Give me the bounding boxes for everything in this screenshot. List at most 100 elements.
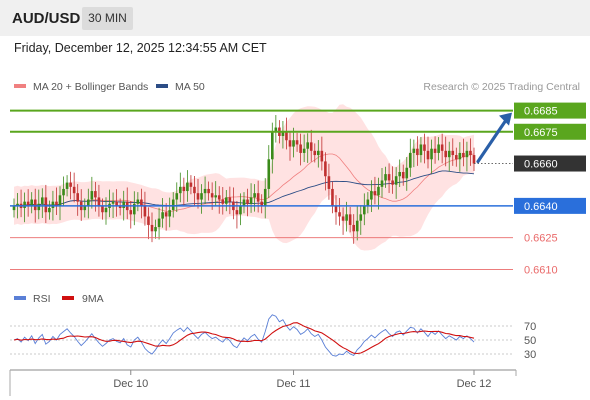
candle-body (394, 176, 398, 185)
support-label: 0.6640 (524, 201, 558, 213)
x-axis: Dec 10 Dec 11 Dec 12 (9, 369, 517, 396)
candle-body (313, 150, 317, 156)
rsi-panel: 70 50 30 (10, 314, 536, 361)
candle-body (76, 193, 79, 202)
candle-body (444, 150, 447, 158)
candle-body (182, 186, 186, 192)
candle-body (111, 201, 115, 204)
candle-body (26, 201, 30, 206)
candle-body (451, 150, 455, 156)
candle-body (274, 127, 278, 132)
candle-body (373, 191, 377, 196)
candle-body (239, 205, 242, 215)
candle-body (320, 150, 324, 162)
candle-body (465, 150, 469, 158)
rsi-ma-legend-swatch (62, 296, 74, 300)
candle-body (469, 150, 472, 156)
candle-body (317, 150, 320, 156)
candle-body (327, 176, 331, 189)
candle-body (299, 144, 302, 153)
candle-body (384, 174, 387, 181)
candle-body (221, 199, 225, 204)
bollinger-band-fill (14, 104, 474, 251)
current-price-label-box (514, 155, 586, 172)
candle-body (401, 172, 405, 179)
candle-body (157, 218, 161, 228)
support-label-box (514, 197, 586, 214)
candle-body (90, 191, 94, 200)
chart-header: AUD/USD 30 MIN (0, 0, 590, 36)
candle-body (338, 212, 341, 217)
price-panel (12, 104, 476, 251)
candle-body (409, 152, 412, 168)
candle-body (352, 224, 355, 232)
candle-body (41, 197, 44, 204)
candle-body (359, 214, 363, 221)
candle-body (186, 182, 189, 192)
candle-body (253, 193, 256, 198)
candle-body (235, 210, 239, 215)
timeframe-button[interactable]: 30 MIN (82, 7, 133, 30)
candle-body (306, 142, 309, 149)
candle-body (175, 193, 179, 200)
candle-body (72, 186, 76, 194)
rsi-tick-label: 50 (524, 335, 536, 347)
candle-body (140, 199, 143, 206)
symbol-title: AUD/USD (12, 10, 81, 27)
candle-body (380, 180, 384, 187)
rsi-tick-label: 30 (524, 349, 536, 361)
rsi-tick-label: 70 (524, 321, 536, 333)
resistance-label-box (514, 123, 586, 140)
timestamp: Friday, December 12, 2025 12:34:55 AM CE… (14, 41, 267, 55)
candle-body (129, 210, 133, 215)
candle-body (147, 216, 150, 225)
candle-body (355, 220, 359, 232)
candle-body (150, 224, 154, 232)
candle-body (242, 199, 246, 206)
candle-body (462, 152, 465, 158)
candle-body (249, 197, 253, 204)
candle-body (302, 148, 306, 153)
candle-body (122, 201, 125, 208)
candle-body (440, 144, 444, 151)
candle-body (164, 212, 168, 217)
minor-level-label: 0.6610 (524, 264, 558, 276)
candle-body (214, 195, 217, 198)
candle-body (412, 148, 416, 153)
candle-body (267, 159, 271, 189)
candle-body (87, 199, 90, 206)
candle-body (51, 201, 55, 208)
candle-body (161, 212, 164, 219)
forecast-arrow-shaft (476, 116, 509, 164)
candle-body (324, 161, 327, 177)
candle-body (228, 197, 232, 202)
candle-body (33, 199, 37, 211)
candle-body (69, 182, 72, 187)
candle-body (37, 203, 41, 211)
candle-body (65, 182, 69, 189)
candle-body (44, 197, 48, 213)
candle-body (115, 201, 118, 206)
candle-body (154, 227, 157, 232)
candle-body (200, 193, 203, 200)
candle-body (256, 193, 260, 202)
rsi-legend-swatch (14, 296, 26, 300)
candle-body (133, 203, 136, 215)
candle-body (295, 140, 299, 145)
candle-body (341, 216, 345, 221)
resistance-label: 0.6685 (524, 106, 558, 118)
candle-body (136, 199, 140, 204)
candle-body (58, 195, 62, 206)
candle-body (168, 210, 171, 217)
candle-body (391, 180, 394, 185)
levels-layer: 0.6685 0.6675 0.6660 0.6640 0.6625 0.6610 (10, 102, 586, 276)
candle-body (366, 199, 370, 206)
candle-body (331, 188, 334, 206)
candle-body (437, 144, 440, 153)
candle-body (263, 188, 267, 206)
candle-body (345, 214, 348, 221)
rsi-line (13, 314, 475, 357)
candle-body (292, 140, 295, 147)
candle-body (189, 182, 193, 187)
